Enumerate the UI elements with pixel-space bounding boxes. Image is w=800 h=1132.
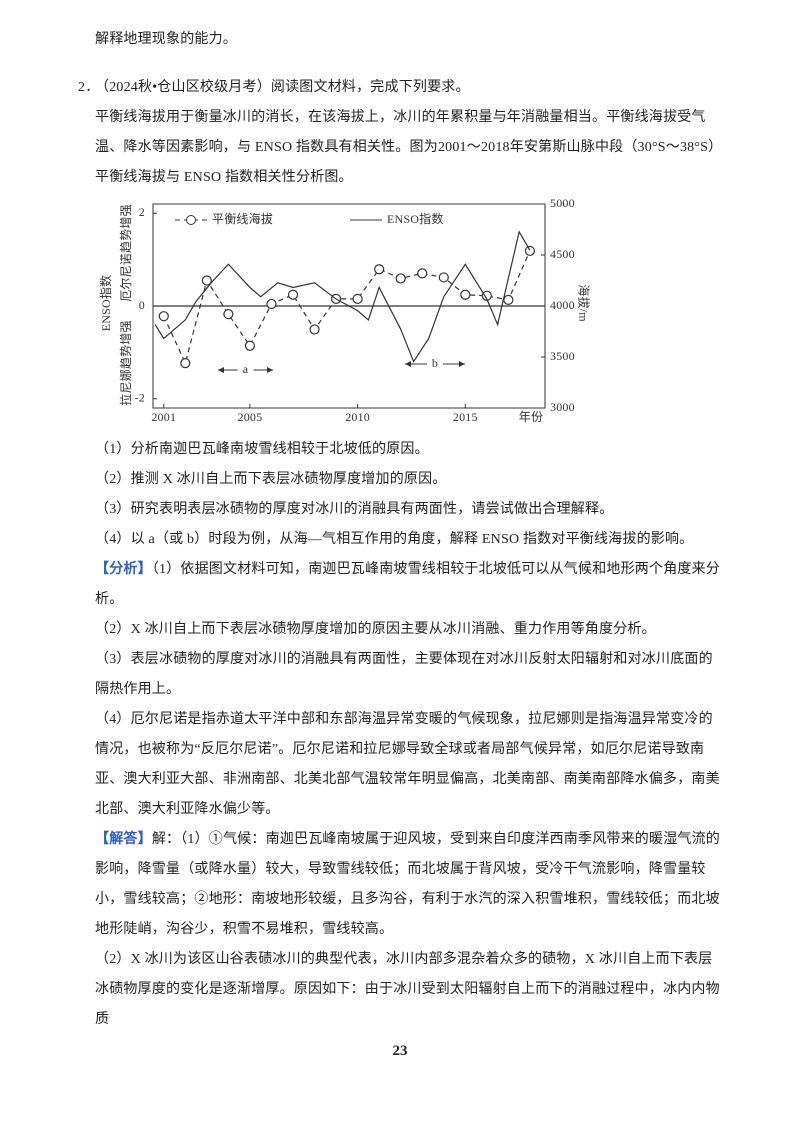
y2-tick-label: 4500 bbox=[550, 247, 575, 261]
point bbox=[524, 245, 536, 257]
legend-marker bbox=[186, 215, 196, 225]
analysis: 【分析】（1）依据图文材料可知，南迦巴瓦峰南坡雪线相较于北坡低可以从气候和地形两… bbox=[95, 555, 720, 825]
content: 解释地理现象的能力。 2． （2024秋•仓山区校级月考）阅读图文材料，完成下列… bbox=[78, 25, 720, 1035]
point bbox=[374, 264, 385, 275]
point bbox=[158, 311, 169, 322]
sub-questions: （1）分析南迦巴瓦峰南坡雪线相较于北坡低的原因。 （2）推测 X 冰川自上而下表层… bbox=[95, 435, 720, 555]
x-tick-label: 2005 bbox=[238, 410, 263, 424]
intro: 解释地理现象的能力。 bbox=[95, 32, 237, 47]
question-source: （2024秋•仓山区校级月考）阅读图文材料，完成下列要求。 bbox=[95, 80, 470, 95]
arrow-head bbox=[405, 361, 465, 367]
point bbox=[352, 293, 363, 304]
point bbox=[395, 273, 406, 284]
sub-question: （4）以 a（或 b）时段为例，从海—气相互作用的角度，解释 ENSO 指数对平… bbox=[95, 532, 694, 547]
legend-label: ENSO指数 bbox=[387, 211, 444, 226]
point bbox=[417, 268, 428, 279]
y-tick-label: -2 bbox=[135, 390, 145, 404]
sub-question: （3）研究表明表层冰碛物的厚度对冰川的消融具有两面性，请尝试做出合理解释。 bbox=[95, 502, 614, 517]
chart: 2001 2005 2010 2015 年份 -2 0 2 3000 3500 4000 4500 50… bbox=[98, 196, 590, 424]
analysis-paragraph: （3）表层冰碛物的厚度对冰川的消融具有两面性，主要体现在对冰川反射太阳辐射和对冰… bbox=[95, 645, 720, 705]
y2-tick-label: 4000 bbox=[550, 298, 575, 312]
sub-question: （1）分析南迦巴瓦峰南坡雪线相较于北坡低的原因。 bbox=[95, 442, 429, 457]
analysis-paragraph: （2）X 冰川自上而下表层冰碛物厚度增加的原因主要从冰川消融、重力作用等角度分析… bbox=[95, 615, 720, 645]
point bbox=[287, 289, 299, 300]
answer-text: （2）X 冰川为该区山谷表碛冰川的典型代表，冰川内部多混杂着众多的碛物，X 冰川… bbox=[95, 952, 720, 1027]
page-number: 23 bbox=[392, 1043, 408, 1059]
point bbox=[244, 340, 256, 351]
analysis-label: 【分析】 bbox=[95, 562, 152, 577]
series-line bbox=[163, 250, 531, 365]
answer-label: 【解答】 bbox=[95, 832, 152, 847]
analysis-paragraph: 【分析】（1）依据图文材料可知，南迦巴瓦峰南坡雪线相较于北坡低可以从气候和地形两… bbox=[95, 555, 720, 615]
y2-tick-label: 3000 bbox=[550, 400, 575, 414]
x-tick-label: 2001 bbox=[151, 410, 176, 424]
y-tick-label: 2 bbox=[139, 205, 145, 219]
analysis-paragraph: （4）厄尔尼诺是指赤道太平洋中部和东部海温异常变暖的气候现象，拉尼娜则是指海温异… bbox=[95, 705, 720, 825]
point bbox=[266, 298, 277, 310]
point bbox=[438, 272, 449, 283]
point bbox=[201, 275, 212, 286]
arrow-head bbox=[218, 367, 273, 373]
x-axis-label: 年份 bbox=[519, 410, 543, 424]
y2-axis-label: 海拔/m bbox=[576, 284, 590, 322]
x-tick-label: 2015 bbox=[453, 410, 478, 424]
answer-paragraph: （2）X 冰川为该区山谷表碛冰川的典型代表，冰川内部多混杂着众多的碛物，X 冰川… bbox=[95, 945, 720, 1035]
x-tick-label: 2010 bbox=[345, 410, 370, 424]
point bbox=[309, 324, 320, 335]
y-axis-label: ENSO指数 bbox=[98, 275, 113, 332]
analysis-text: （4）厄尔尼诺是指赤道太平洋中部和东部海温异常变暖的气候现象，拉尼娜则是指海温异… bbox=[95, 712, 720, 817]
answer-paragraph: 【解答】解：（1）①气候：南迦巴瓦峰南坡属于迎风坡，受到来自印度洋西南季风带来的… bbox=[95, 825, 720, 945]
y2-tick-label: 5000 bbox=[550, 196, 575, 210]
point bbox=[460, 289, 471, 300]
question-number: 2． bbox=[78, 80, 100, 95]
analysis-text: （3）表层冰碛物的厚度对冰川的消融具有两面性，主要体现在对冰川反射太阳辐射和对冰… bbox=[95, 652, 713, 697]
annotation-label: b bbox=[432, 356, 438, 370]
analysis-text: （1）依据图文材料可知，南迦巴瓦峰南坡雪线相较于北坡低可以从气候和地形两个角度来… bbox=[95, 562, 721, 607]
sub-question: （2）推测 X 冰川自上而下表层冰碛物厚度增加的原因。 bbox=[95, 472, 447, 487]
legend-label: 平衡线海拔 bbox=[212, 211, 273, 226]
series-line bbox=[154, 230, 531, 363]
y-axis-label: 拉尼娜趋势增强 bbox=[118, 320, 133, 405]
y-tick-label: 0 bbox=[139, 298, 145, 312]
point bbox=[223, 309, 234, 320]
analysis-text: （2）X 冰川自上而下表层冰碛物厚度增加的原因主要从冰川消融、重力作用等角度分析… bbox=[95, 622, 656, 637]
point bbox=[180, 358, 191, 369]
answer: 【解答】解：（1）①气候：南迦巴瓦峰南坡属于迎风坡，受到来自印度洋西南季风带来的… bbox=[95, 825, 720, 1035]
question-header: 2． （2024秋•仓山区校级月考）阅读图文材料，完成下列要求。 bbox=[78, 73, 720, 103]
material: 平衡线海拔用于衡量冰川的消长，在该海拔上，冰川的年累积量与年消融量相当。平衡线海… bbox=[95, 110, 716, 185]
point bbox=[503, 294, 514, 305]
annotation-label: a bbox=[243, 362, 249, 376]
y2-tick-label: 3500 bbox=[550, 349, 575, 363]
y-axis-label: 厄尔尼诺趋势增强 bbox=[118, 204, 133, 302]
answer-text: 解：（1）①气候：南迦巴瓦峰南坡属于迎风坡，受到来自印度洋西南季风带来的暖湿气流… bbox=[95, 832, 721, 937]
